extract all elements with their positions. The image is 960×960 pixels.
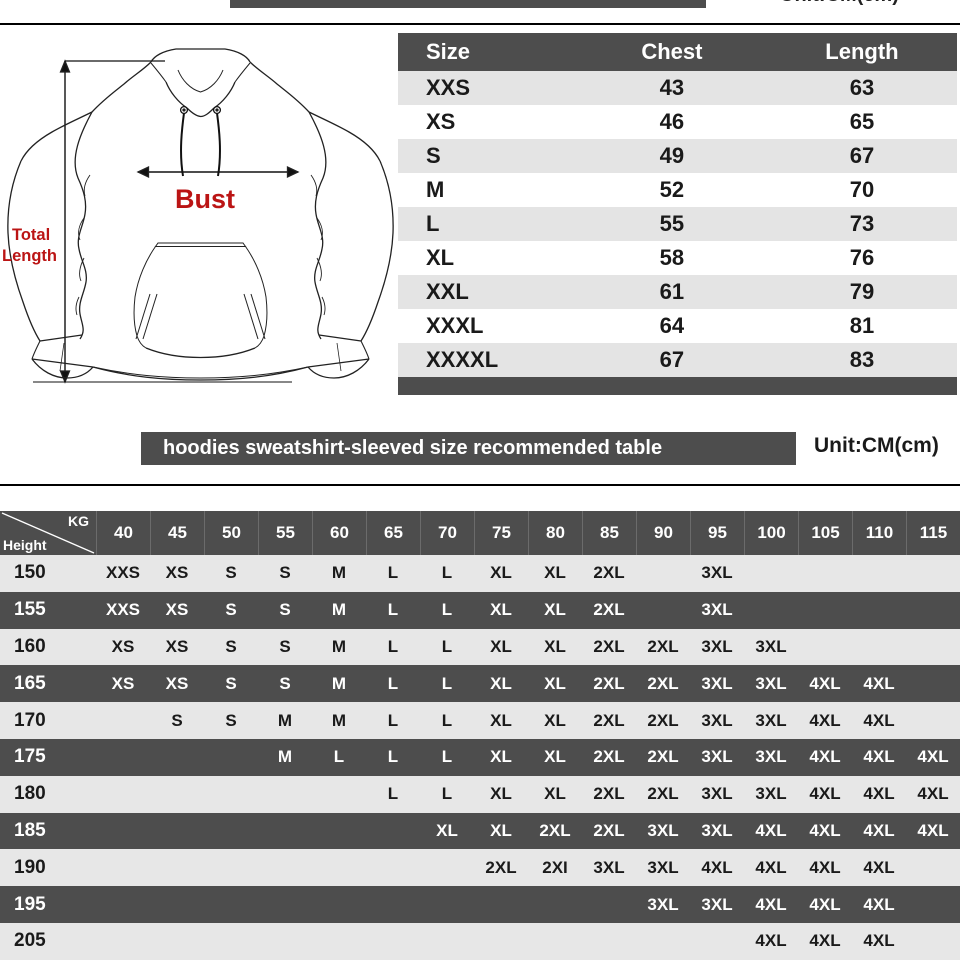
svg-text:Length: Length bbox=[2, 247, 57, 265]
svg-text:Bust: Bust bbox=[175, 184, 235, 214]
svg-text:Total: Total bbox=[12, 226, 50, 244]
